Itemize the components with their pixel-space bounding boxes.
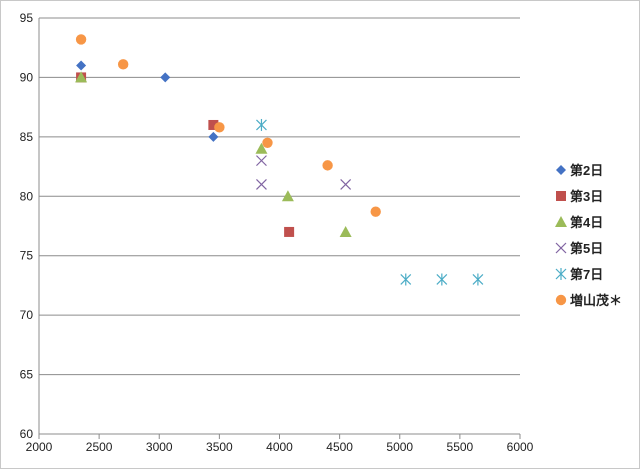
data-point-series-3-1	[256, 178, 267, 190]
legend-marker-4	[555, 268, 567, 280]
data-point-series-4-2	[436, 273, 448, 286]
data-point-series-3-0	[256, 155, 267, 167]
y-tick-label: 70	[20, 308, 34, 322]
x-tick-label: 6000	[507, 440, 534, 454]
y-tick-label: 90	[20, 70, 34, 84]
data-point-series-3-2	[340, 178, 352, 190]
data-point-series-5-5	[370, 206, 381, 217]
x-tick-label: 3500	[206, 440, 233, 454]
legend-label-3: 第5日	[570, 241, 603, 256]
data-point-series-5-3	[262, 137, 273, 148]
data-point-series-5-2	[214, 122, 225, 133]
legend-marker-3	[555, 242, 567, 254]
y-tick-label: 60	[20, 427, 34, 441]
data-point-series-0-1	[160, 72, 171, 83]
x-tick-label: 4000	[266, 440, 293, 454]
legend-label-0: 第2日	[570, 163, 603, 178]
data-point-series-0-0	[76, 60, 87, 71]
legend-marker-5	[555, 294, 567, 306]
data-point-series-4-1	[400, 273, 412, 286]
legend-label-5: 増山茂＊	[570, 293, 622, 308]
y-tick-label: 85	[20, 130, 34, 144]
x-tick-label: 2000	[26, 440, 53, 454]
data-point-series-2-3	[339, 225, 352, 237]
data-point-series-1-2	[284, 226, 295, 237]
legend-marker-2	[555, 216, 567, 227]
x-tick-label: 4500	[326, 440, 353, 454]
y-tick-label: 95	[20, 11, 34, 25]
x-tick-label: 3000	[146, 440, 173, 454]
data-point-series-2-1	[255, 142, 268, 154]
data-point-series-4-0	[256, 118, 267, 131]
data-point-series-5-4	[322, 160, 333, 171]
x-tick-label: 5000	[386, 440, 413, 454]
data-point-series-0-2	[208, 131, 219, 142]
legend-marker-0	[556, 165, 566, 175]
legend-label-2: 第4日	[570, 215, 603, 230]
y-tick-label: 75	[20, 249, 34, 263]
y-tick-label: 65	[20, 368, 34, 382]
data-point-series-4-3	[472, 273, 484, 286]
x-tick-label: 2500	[86, 440, 113, 454]
data-point-series-5-1	[117, 59, 129, 70]
data-point-series-5-0	[75, 34, 87, 45]
x-tick-label: 5500	[447, 440, 474, 454]
data-point-series-2-2	[281, 190, 294, 202]
legend-label-1: 第3日	[570, 189, 603, 204]
data-point-series-2-0	[75, 71, 88, 83]
legend-label-4: 第7日	[570, 267, 603, 282]
y-tick-label: 80	[20, 189, 34, 203]
legend-marker-1	[556, 191, 566, 201]
data-point-series-1-1	[208, 119, 219, 130]
